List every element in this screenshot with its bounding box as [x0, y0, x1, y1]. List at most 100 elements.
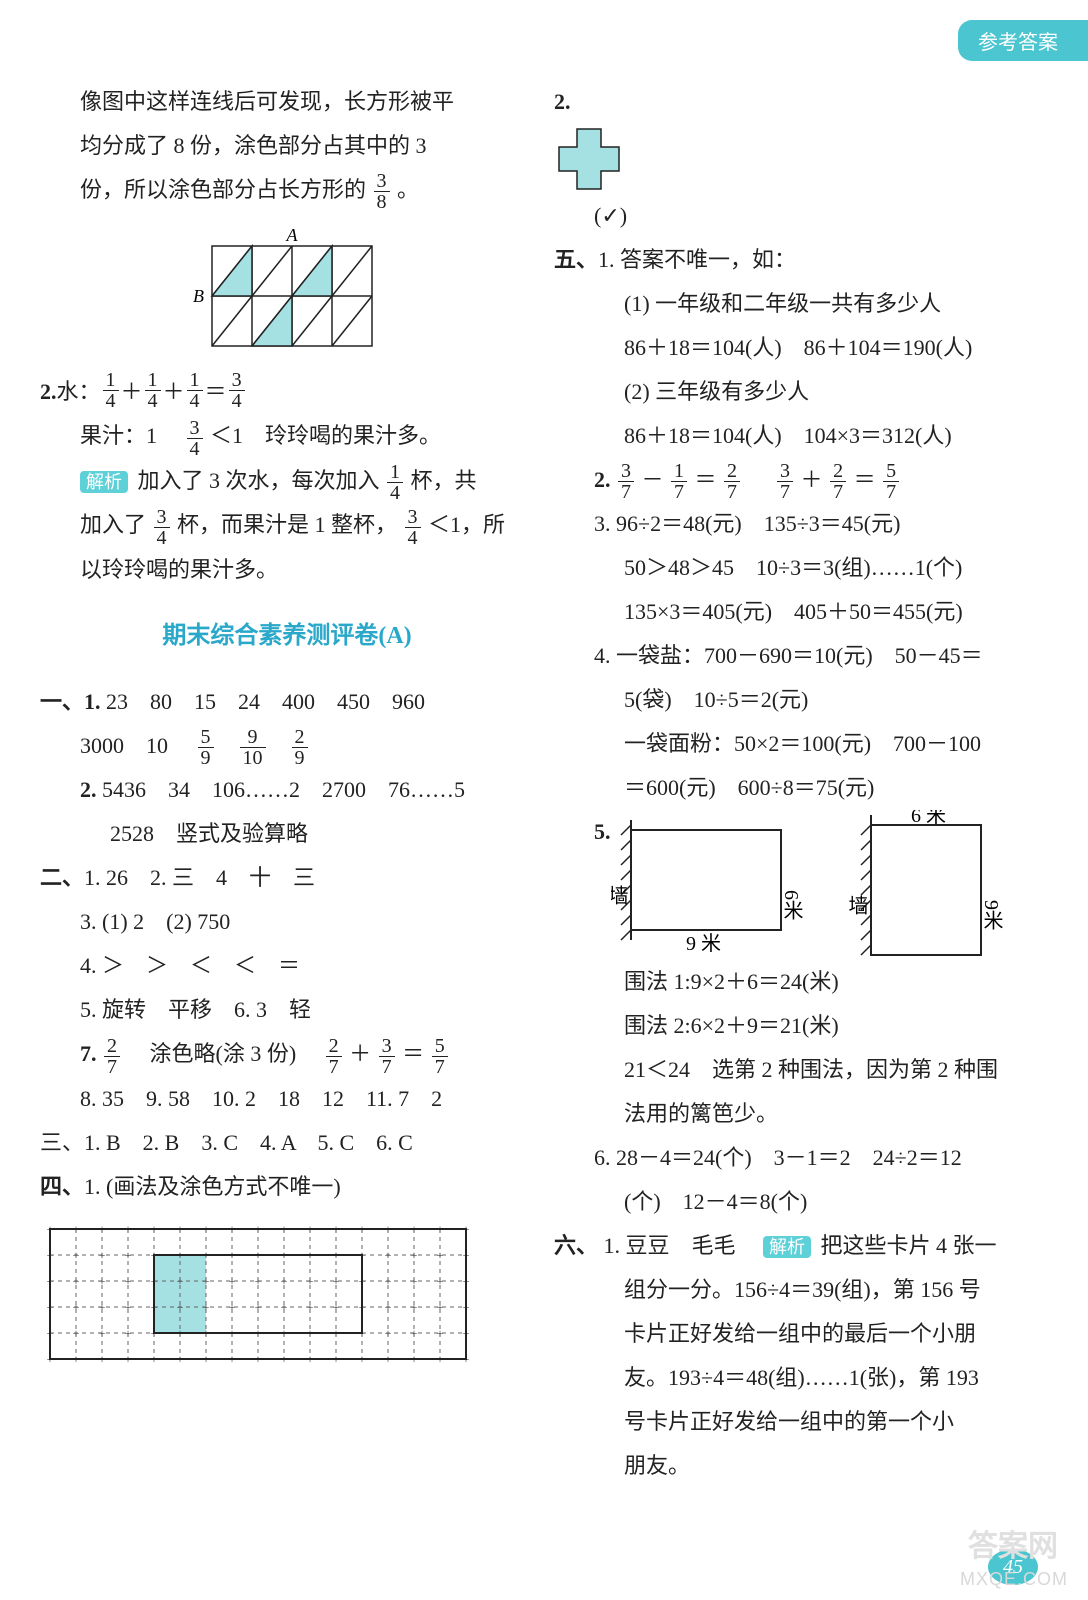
s2-8: 8. 35 9. 58 10. 2 18 12 11. 7 2 — [40, 1077, 534, 1121]
s6-l5: 号卡片正好发给一组中的第一个小 — [554, 1400, 1048, 1444]
q2-prefix: 2. — [40, 370, 57, 414]
label-b: B — [193, 286, 204, 306]
svg-text:+: + — [99, 1248, 106, 1262]
svg-text:+: + — [385, 1300, 392, 1314]
watermark-en: MXQE.COM — [960, 1569, 1068, 1590]
svg-text:+: + — [125, 1248, 132, 1262]
svg-text:+: + — [385, 1274, 392, 1288]
svg-text:+: + — [307, 1300, 314, 1314]
svg-text:+: + — [73, 1274, 80, 1288]
s6-l2: 组分一分。156÷4＝39(组)，第 156 号 — [554, 1268, 1048, 1312]
svg-text:+: + — [333, 1274, 340, 1288]
s1-2: 2. 5436 34 106……2 2700 76……5 — [40, 768, 534, 812]
svg-text:+: + — [281, 1300, 288, 1314]
grid-diagram: ++++++++++++++++++++++++++++++++++++++++… — [40, 1219, 534, 1369]
s5-6-2: (个) 12－4＝8(个) — [554, 1180, 1048, 1224]
rect-diagonal-svg: A B — [182, 226, 392, 356]
s5-1-1: (1) 一年级和二年级一共有多少人 — [554, 282, 1048, 326]
q2-line1: 2. 水： 14 ＋ 14 ＋ 14 ＝ 34 — [40, 370, 534, 414]
analysis-l2: 加入了 34 杯，而果汁是 1 整杯， 34 ＜1，所 — [40, 503, 534, 547]
text: 份，所以涂色部分占长方形的 — [80, 177, 366, 202]
s1-1b: 3000 10 59 910 29 — [40, 724, 534, 768]
s2-1: 二、1. 26 2. 三 4 十 三 — [40, 856, 534, 900]
explain-p2: 均分成了 8 份，涂色部分占其中的 3 — [40, 124, 534, 168]
fraction: 38 — [374, 171, 390, 212]
s4-1: 四、1. (画法及涂色方式不唯一) — [40, 1165, 534, 1209]
svg-text:+: + — [255, 1300, 262, 1314]
s5-4-4: ＝600(元) 600÷8＝75(元) — [554, 766, 1048, 810]
label-a: A — [286, 226, 299, 245]
svg-text:+: + — [437, 1300, 444, 1314]
svg-text:+: + — [281, 1274, 288, 1288]
width-label-2: 6 米 — [911, 810, 946, 827]
svg-text:+: + — [73, 1248, 80, 1262]
s1-2b: 2528 竖式及验算略 — [40, 812, 534, 856]
text: 水： — [57, 370, 101, 414]
s5-5-1: 围法 1:9×2＋6＝24(米) — [554, 960, 1048, 1004]
s3: 三、1. B 2. B 3. C 4. A 5. C 6. C — [40, 1121, 534, 1165]
analysis-l1: 解析 加入了 3 次水，每次加入 14 杯，共 — [40, 459, 534, 503]
s5-5-4: 法用的篱笆少。 — [554, 1092, 1048, 1136]
svg-text:+: + — [125, 1326, 132, 1340]
s5-1-2b: 86＋18＝104(人) 104×3＝312(人) — [554, 414, 1048, 458]
s1-1: 一、1. 23 80 15 24 400 450 960 — [40, 680, 534, 724]
svg-text:+: + — [99, 1274, 106, 1288]
left-column: 像图中这样连线后可发现，长方形被平 均分成了 8 份，涂色部分占其中的 3 份，… — [40, 80, 534, 1488]
s6-1: 六、 1. 豆豆 毛毛 解析 把这些卡片 4 张一 — [554, 1224, 1048, 1268]
s5-3-1: 3. 96÷2＝48(元) 135÷3＝45(元) — [554, 502, 1048, 546]
analysis-l3: 以玲玲喝的果汁多。 — [40, 548, 534, 592]
wall-label: 墙 — [611, 885, 628, 905]
s2-3: 3. (1) 2 (2) 750 — [40, 900, 534, 944]
s5-1: 五、1. 答案不唯一，如： — [554, 238, 1048, 282]
svg-text:+: + — [437, 1326, 444, 1340]
svg-text:+: + — [203, 1274, 210, 1288]
analysis-tag: 解析 — [80, 471, 128, 493]
svg-text:+: + — [99, 1326, 106, 1340]
s5-4-2: 5(袋) 10÷5＝2(元) — [554, 678, 1048, 722]
r-q2: 2. — [554, 80, 1048, 194]
s5-6-1: 6. 28－4＝24(个) 3－1＝2 24÷2＝12 — [554, 1136, 1048, 1180]
s2-5: 5. 旋转 平移 6. 3 轻 — [40, 988, 534, 1032]
dashed-grid-svg: ++++++++++++++++++++++++++++++++++++++++… — [40, 1219, 480, 1369]
svg-text:+: + — [385, 1248, 392, 1262]
svg-text:+: + — [411, 1274, 418, 1288]
s5-4-3: 一袋面粉：50×2＝100(元) 700－100 — [554, 722, 1048, 766]
explain-p1: 像图中这样连线后可发现，长方形被平 — [40, 80, 534, 124]
svg-text:+: + — [73, 1300, 80, 1314]
s5-5: 5. 墙 6米 9 米 — [554, 810, 1048, 960]
s5-1-1b: 86＋18＝104(人) 86＋104＝190(人) — [554, 326, 1048, 370]
svg-text:+: + — [73, 1326, 80, 1340]
s5-4-1: 4. 一袋盐：700－690＝10(元) 50－45＝ — [554, 634, 1048, 678]
s5-5-2: 围法 2:6×2＋9＝21(米) — [554, 1004, 1048, 1048]
svg-text:+: + — [411, 1326, 418, 1340]
svg-text:+: + — [203, 1300, 210, 1314]
explain-p3: 份，所以涂色部分占长方形的 38 。 — [40, 168, 534, 212]
svg-text:+: + — [229, 1274, 236, 1288]
text: 。 — [397, 177, 419, 202]
cross-shape-icon — [554, 124, 624, 194]
section-title: 期末综合素养测评卷(A) — [40, 612, 534, 660]
svg-text:+: + — [385, 1326, 392, 1340]
svg-text:+: + — [177, 1274, 184, 1288]
svg-text:+: + — [437, 1248, 444, 1262]
s5-1-2: (2) 三年级有多少人 — [554, 370, 1048, 414]
svg-text:+: + — [125, 1300, 132, 1314]
s5-3-2: 50＞48＞45 10÷3＝3(组)……1(个) — [554, 546, 1048, 590]
check: (✓) — [554, 194, 1048, 238]
svg-text:+: + — [255, 1274, 262, 1288]
s2-7: 7. 27 涂色略(涂 3 份) 27 ＋ 37 ＝ 57 — [40, 1032, 534, 1076]
fence-diagram-svg: 墙 6米 9 米 墙 6 米 9米 — [611, 810, 1041, 960]
svg-text:+: + — [99, 1300, 106, 1314]
svg-text:+: + — [411, 1248, 418, 1262]
svg-text:+: + — [411, 1300, 418, 1314]
svg-text:+: + — [229, 1300, 236, 1314]
analysis-tag: 解析 — [763, 1236, 811, 1258]
watermark-cn: 答案网 — [968, 1521, 1058, 1565]
height-label-2: 9米 — [980, 900, 1003, 930]
height-label-1: 6米 — [780, 890, 803, 920]
s5-3-3: 135×3＝405(元) 405＋50＝455(元) — [554, 590, 1048, 634]
diagram-rectangle: A B — [40, 226, 534, 356]
svg-text:+: + — [177, 1300, 184, 1314]
svg-text:+: + — [307, 1274, 314, 1288]
header-tab: 参考答案 — [958, 20, 1088, 61]
